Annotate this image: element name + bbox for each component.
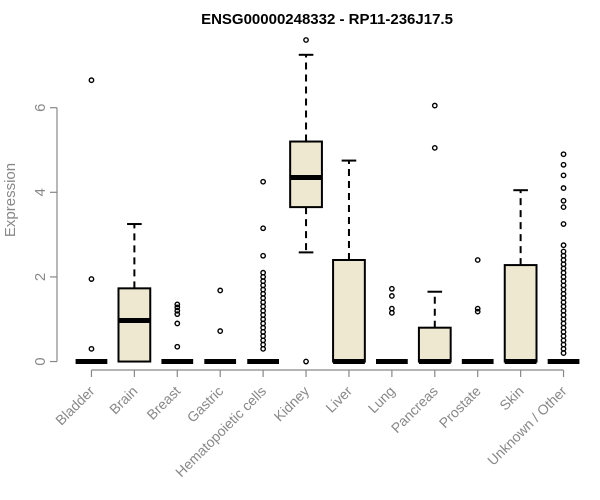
box-rect (289, 140, 323, 209)
outlier-point (260, 225, 267, 232)
x-tick-label: Liver (322, 383, 355, 416)
chart-title: ENSG00000248332 - RP11-236J17.5 (201, 11, 453, 28)
x-tick-label: Breast (143, 383, 183, 423)
box-rect (117, 287, 152, 363)
box-liver (332, 159, 366, 365)
outlier-point (217, 328, 224, 334)
x-tick-label: Kidney (271, 383, 313, 425)
box-lung (375, 285, 408, 365)
outlier-point (560, 197, 567, 204)
outlier-point (560, 242, 567, 249)
outlier-point (388, 285, 395, 292)
outlier-point (431, 144, 438, 151)
outlier-point (303, 37, 309, 43)
outlier-point (474, 257, 481, 263)
outlier-point (560, 221, 567, 227)
x-tick-label: Skin (496, 383, 527, 414)
outlier-point (174, 343, 181, 350)
box-prostate (461, 257, 494, 365)
box-rect (417, 326, 452, 363)
box-gastric (204, 287, 237, 365)
outlier-point (174, 320, 181, 327)
outlier-point (217, 287, 224, 294)
outlier-point (388, 293, 395, 299)
outlier-point (431, 102, 438, 109)
box-group (75, 37, 580, 365)
y-axis-label: Expression (2, 163, 19, 237)
x-tick-label: Lung (365, 383, 398, 416)
outlier-point (388, 309, 395, 316)
box-pancreas (417, 102, 452, 365)
outlier-point (260, 252, 267, 259)
outlier-point (474, 308, 481, 315)
box-breast (161, 301, 194, 365)
x-tick-label: Gastric (184, 383, 227, 426)
box-bladder (75, 77, 108, 365)
x-tick-label: Unknown / Other (484, 383, 570, 469)
x-tick-label: Prostate (436, 383, 484, 431)
box-kidney (289, 37, 323, 365)
outlier-point (174, 304, 181, 311)
box-brain (117, 223, 152, 363)
box-hematopoietic-cells (247, 178, 280, 365)
outlier-point (560, 151, 567, 158)
x-tick-label: Brain (106, 383, 140, 417)
outlier-point (560, 161, 567, 168)
outlier-point (174, 307, 181, 314)
outlier-point (560, 204, 567, 211)
outlier-point (174, 301, 181, 308)
outlier-point (560, 172, 567, 179)
y-axis: 0 2 4 6 (32, 104, 58, 366)
outlier-point (174, 311, 181, 318)
y-tick-label: 6 (32, 104, 49, 112)
box-skin (503, 189, 538, 365)
outlier-point (88, 276, 95, 282)
outlier-point (560, 185, 567, 191)
x-tick-label: Pancreas (388, 383, 441, 436)
x-tick-label: Bladder (52, 383, 98, 429)
outlier-point (260, 345, 267, 352)
outlier-point (303, 358, 309, 365)
y-tick-label: 0 (32, 357, 49, 365)
box-rect (332, 259, 366, 363)
outlier-point (560, 350, 567, 356)
outlier-point (260, 178, 267, 185)
box-rect (503, 264, 538, 363)
outlier-point (88, 345, 95, 352)
outlier-point (88, 77, 95, 84)
y-tick-label: 2 (32, 273, 49, 281)
box-unknown-other (547, 151, 580, 365)
y-tick-label: 4 (32, 188, 49, 196)
outlier-point (474, 305, 481, 312)
